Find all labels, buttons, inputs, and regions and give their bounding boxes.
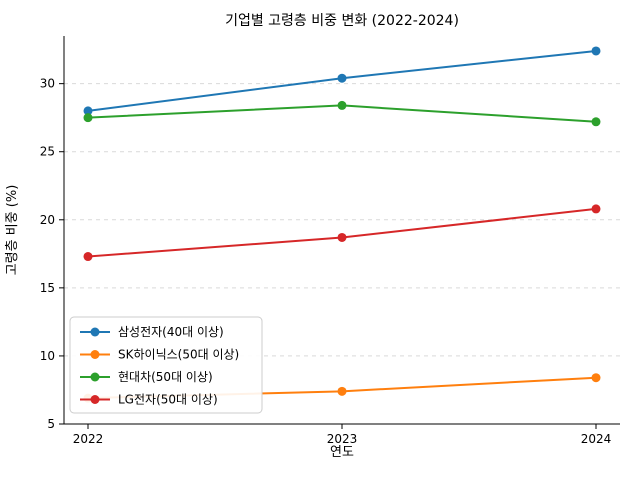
- legend-label: 삼성전자(40대 이상): [118, 325, 224, 339]
- y-tick-label: 10: [40, 349, 55, 363]
- legend-swatch-marker: [90, 395, 100, 404]
- legend-layer: 삼성전자(40대 이상) SK하이닉스(50대 이상) 현대차(50대 이상) LG전…: [69, 316, 263, 414]
- legend-swatch-marker: [90, 350, 100, 359]
- x-tick-label: 2022: [73, 432, 104, 446]
- series-marker: [591, 373, 601, 383]
- series-marker: [591, 46, 601, 56]
- legend-swatch-marker: [90, 327, 100, 337]
- y-tick-label: 20: [40, 213, 55, 227]
- axes-layer: 5 10 15 20 25 30 2022 2023 2024: [40, 36, 620, 446]
- x-tick-label: 2024: [581, 432, 612, 446]
- y-axis-label: 고령층 비중 (%): [5, 185, 20, 276]
- y-tick-label: 30: [40, 77, 55, 91]
- series-marker: [83, 252, 93, 262]
- legend-label: LG전자(50대 이상): [118, 393, 218, 407]
- series-marker: [337, 232, 347, 242]
- series-marker: [83, 106, 93, 116]
- legend-swatch-marker: [90, 372, 100, 382]
- series-marker: [337, 100, 347, 110]
- series-marker: [83, 113, 93, 123]
- y-tick-label: 15: [40, 281, 55, 295]
- legend-label: 현대차(50대 이상): [118, 370, 213, 384]
- y-tick-label: 25: [40, 145, 55, 159]
- series-marker: [337, 386, 347, 396]
- series-marker: [591, 204, 601, 214]
- legend-box: [69, 316, 263, 414]
- series-marker: [337, 73, 347, 83]
- legend-label: SK하이닉스(50대 이상): [118, 348, 239, 362]
- y-tick-label: 5: [47, 417, 55, 431]
- x-tick-label: 2023: [327, 432, 358, 446]
- x-axis-label: 연도: [330, 445, 354, 460]
- series-marker: [591, 117, 601, 127]
- chart-title: 기업별 고령층 비중 변화 (2022-2024): [225, 13, 459, 29]
- series-line: [87, 207, 597, 258]
